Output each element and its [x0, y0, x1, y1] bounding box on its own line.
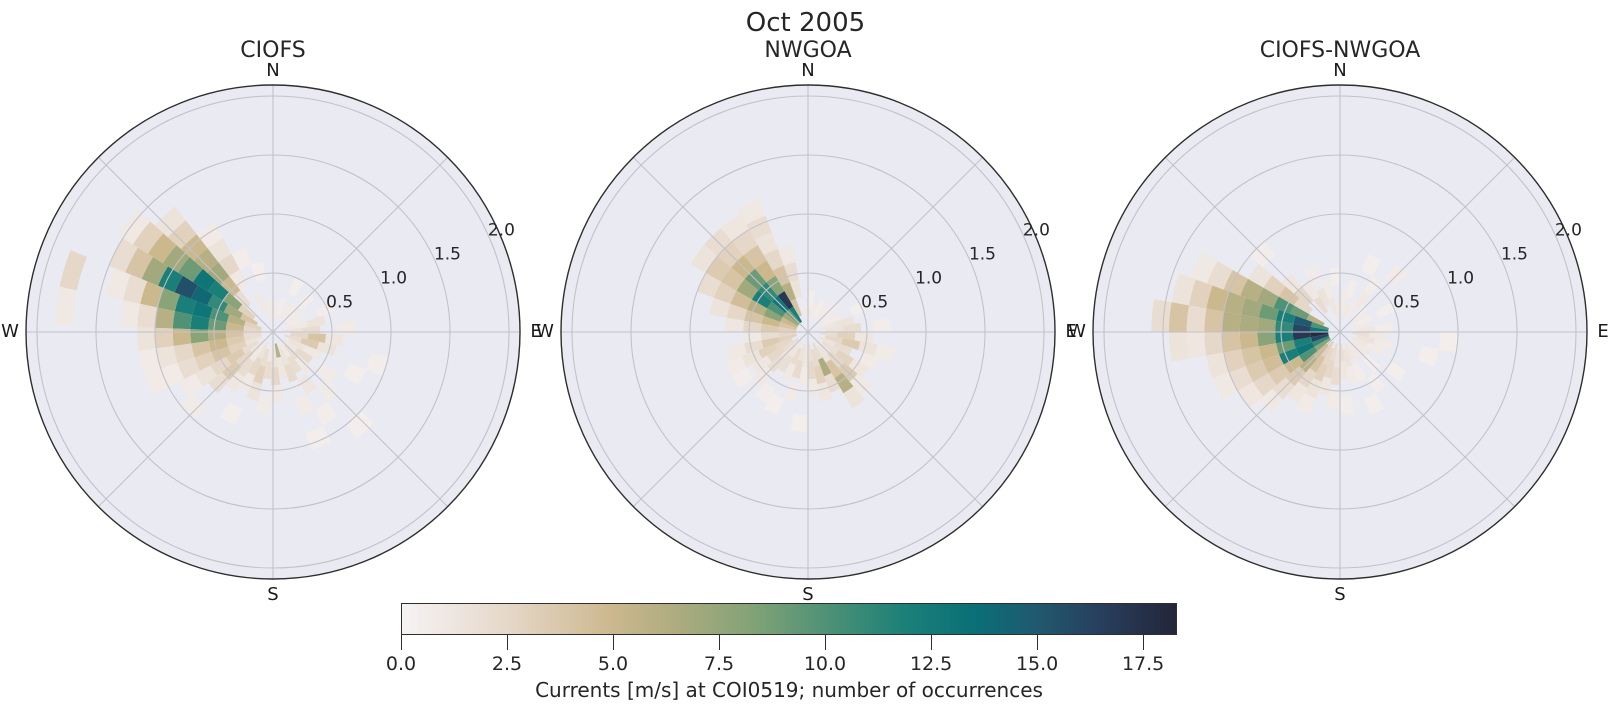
radial-tick-label: 1.5 — [434, 244, 461, 264]
polar-chart-ciofs: 0.5 1.0 1.5 2.0 N E S W — [1, 60, 542, 605]
radial-tick-label: 1.0 — [915, 268, 942, 288]
radial-tick-label: 0.5 — [1393, 292, 1420, 312]
radial-tick-label: 2.0 — [1555, 220, 1582, 240]
colorbar-tick — [719, 635, 721, 650]
colorbar-tick-label: 0.0 — [385, 653, 417, 675]
colorbar-tick-label: 12.5 — [909, 653, 953, 675]
polar-grid — [1093, 85, 1587, 579]
cardinal-label-w: W — [536, 321, 554, 342]
radial-tick-labels: 0.5 1.0 1.5 2.0 — [1393, 220, 1582, 312]
colorbar-tick-label: 15.0 — [1015, 653, 1059, 675]
polar-grid — [561, 85, 1055, 579]
colorbar-tick-label: 10.0 — [803, 653, 847, 675]
colorbar-tick — [931, 635, 933, 650]
axes-spine — [1092, 84, 1588, 580]
colorbar-tick — [1037, 635, 1039, 650]
colorbar-tick — [613, 635, 615, 650]
polar-chart-nwgoa: 0.5 1.0 1.5 2.0 N E S W — [536, 60, 1077, 605]
cardinal-label-s: S — [802, 584, 813, 605]
cardinal-label-e: E — [530, 321, 541, 342]
colorbar-label: Currents [m/s] at COI0519; number of occ… — [535, 678, 1043, 702]
radial-tick-labels: 0.5 1.0 1.5 2.0 — [326, 220, 515, 312]
axes-spine — [25, 84, 521, 580]
rose-cells — [54, 206, 389, 450]
colorbar-tick-label: 2.5 — [491, 653, 523, 675]
rose-cells — [1151, 241, 1458, 416]
colorbar-tick — [1143, 635, 1145, 650]
cardinal-label-n: N — [266, 60, 279, 81]
figure-title: Oct 2005 — [745, 8, 866, 38]
radial-tick-label: 2.0 — [1023, 220, 1050, 240]
cardinal-label-e: E — [1065, 321, 1076, 342]
radial-tick-label: 0.5 — [861, 292, 888, 312]
cardinal-label-e: E — [1597, 321, 1608, 342]
subplot-title-ciofs-nwgoa: CIOFS-NWGOA — [1259, 38, 1421, 63]
polar-grid — [26, 85, 520, 579]
cardinal-label-w: W — [1068, 321, 1086, 342]
colorbar-tick — [401, 635, 403, 650]
colorbar — [401, 603, 1177, 635]
cardinal-label-s: S — [1334, 584, 1345, 605]
colorbar-tick — [507, 635, 509, 650]
radial-tick-labels: 0.5 1.0 1.5 2.0 — [861, 220, 1050, 312]
colorbar-tick-label: 5.0 — [597, 653, 629, 675]
cardinal-label-n: N — [801, 60, 814, 81]
radial-tick-label: 1.5 — [969, 244, 996, 264]
subplot-title-ciofs: CIOFS — [240, 38, 306, 63]
colorbar-tick-label: 17.5 — [1121, 653, 1165, 675]
radial-tick-label: 1.0 — [380, 268, 407, 288]
cardinal-label-s: S — [267, 584, 278, 605]
colorbar-tick — [825, 635, 827, 650]
colorbar-tick-label: 7.5 — [703, 653, 735, 675]
radial-tick-label: 1.5 — [1501, 244, 1528, 264]
cardinal-label-w: W — [1, 321, 19, 342]
radial-tick-label: 2.0 — [488, 220, 515, 240]
axes-spine — [560, 84, 1056, 580]
radial-tick-label: 1.0 — [1447, 268, 1474, 288]
radial-tick-label: 0.5 — [326, 292, 353, 312]
cardinal-label-n: N — [1333, 60, 1346, 81]
polar-chart-ciofs-nwgoa: 0.5 1.0 1.5 2.0 N E S W — [1068, 60, 1609, 605]
subplot-title-nwgoa: NWGOA — [764, 38, 852, 63]
